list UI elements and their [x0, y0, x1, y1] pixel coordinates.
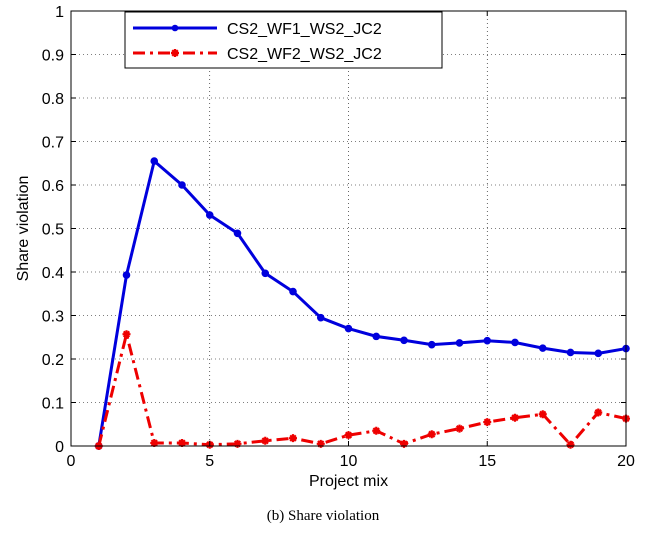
data-point-series-2	[400, 439, 408, 448]
x-tick-label: 0	[67, 453, 76, 470]
y-axis-label: Share violation	[15, 176, 32, 282]
data-point-series-2	[344, 431, 353, 440]
data-point-series-2	[455, 424, 464, 433]
y-tick-label: 1	[55, 4, 64, 21]
data-point-series-2	[316, 439, 325, 448]
data-point-series-2	[150, 438, 159, 447]
data-point-series-1	[178, 181, 186, 189]
y-tick-label: 0.7	[42, 135, 64, 152]
plot-frame	[70, 10, 627, 447]
x-tick-label: 5	[205, 453, 214, 470]
data-point-series-1	[344, 324, 353, 333]
series-line-2	[97, 332, 627, 447]
axes: 0 5 10 15 20 0 0.1 0.2 0.3 0.4 0.5 0.6 0.7 0.8 0.9 1	[42, 4, 635, 470]
data-point-series-1	[372, 332, 381, 341]
legend-box	[124, 11, 443, 69]
y-tick-label: 0.4	[42, 265, 64, 282]
y-tick-label: 0.3	[42, 309, 64, 326]
x-tick-label: 20	[617, 453, 635, 470]
data-point-series-1	[400, 336, 408, 345]
x-axis-label: Project mix	[309, 473, 388, 490]
data-point-series-2	[178, 438, 186, 447]
data-point-series-2	[538, 410, 547, 419]
legend: CS2_WF1_WS2_JC2 CS2_WF2_WS2_JC2	[124, 11, 443, 69]
y-tick-label: 0.1	[42, 396, 64, 413]
data-point-series-2	[372, 426, 381, 435]
y-tick-label: 0.5	[42, 222, 64, 239]
y-tick-label: 0.8	[42, 91, 64, 108]
data-point-series-2	[566, 440, 575, 449]
data-point-series-2	[289, 434, 297, 443]
data-point-series-2	[233, 439, 242, 448]
y-tick-label: 0.9	[42, 48, 64, 65]
data-point-series-2	[594, 408, 603, 417]
legend-label-series-1: CS2_WF1_WS2_JC2	[227, 21, 382, 38]
data-point-series-1	[594, 349, 603, 358]
data-point-series-2	[261, 436, 270, 445]
data-point-series-2	[511, 413, 519, 422]
grid	[71, 11, 626, 446]
legend-marker-series-1	[171, 24, 179, 32]
y-tick-label: 0	[55, 439, 64, 456]
data-point-series-2	[427, 430, 436, 439]
data-point-series-1	[205, 211, 214, 219]
y-tick-label: 0.6	[42, 178, 64, 195]
data-point-series-1	[289, 287, 297, 296]
series-layer	[94, 157, 630, 450]
series-line-1	[97, 159, 627, 447]
data-point-series-1	[455, 339, 464, 347]
data-point-series-1	[427, 340, 436, 349]
legend-marker-glyph	[171, 49, 179, 57]
data-point-series-1	[511, 338, 519, 347]
y-tick-label: 0.2	[42, 352, 64, 369]
data-point-series-1	[150, 157, 159, 165]
legend-label-series-2: CS2_WF2_WS2_JC2	[227, 46, 382, 63]
data-point-series-1	[122, 271, 131, 279]
figure-caption: (b) Share violation	[266, 508, 380, 524]
data-point-series-1	[233, 229, 242, 238]
x-tick-label: 10	[340, 453, 358, 470]
data-point-series-1	[566, 348, 575, 357]
data-point-series-2	[483, 418, 492, 427]
x-tick-label: 15	[478, 453, 496, 470]
legend-marker-series-2	[171, 49, 179, 57]
data-point-series-1	[261, 269, 270, 278]
data-point-series-1	[316, 313, 325, 322]
data-point-series-1	[538, 344, 547, 352]
data-point-series-2	[122, 330, 131, 339]
data-point-series-1	[483, 336, 492, 345]
